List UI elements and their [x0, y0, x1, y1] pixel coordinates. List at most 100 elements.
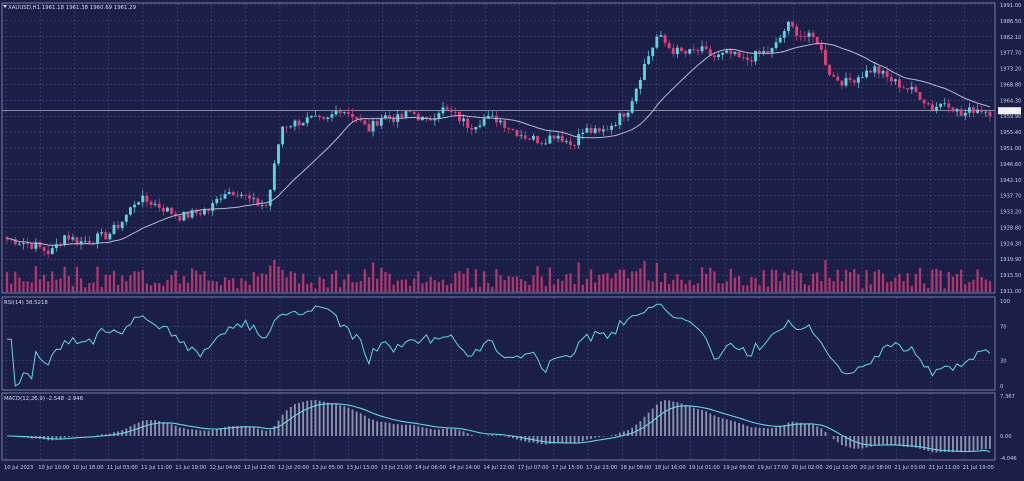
- candle-body: [532, 135, 535, 140]
- candle-body: [704, 46, 708, 50]
- grid-layer: [2, 3, 995, 460]
- candle-body: [141, 195, 145, 203]
- candle-body: [877, 66, 881, 74]
- candle-body: [285, 126, 289, 128]
- candle-body: [75, 237, 79, 245]
- candle-body: [655, 36, 659, 48]
- candle-body: [803, 35, 807, 37]
- moving-average-line: [7, 42, 991, 246]
- candle-body: [54, 244, 58, 249]
- macd-axis-label: 7.367: [1000, 394, 1015, 400]
- candle-body: [277, 144, 280, 164]
- candle-body: [519, 135, 523, 137]
- candle-body: [104, 232, 108, 240]
- panel-frame-2: [1, 392, 996, 461]
- candle-body: [322, 117, 326, 119]
- candle-body: [474, 127, 478, 130]
- candle-body: [593, 128, 597, 133]
- time-axis-label: 14 Jul 14:00: [449, 465, 480, 471]
- candle-body: [338, 111, 342, 113]
- price-axis-label: 1928.80: [1000, 225, 1021, 231]
- main-chart-title: XAUUSD,H1 1961.18 1961.38 1960.69 1961.2…: [8, 5, 137, 11]
- candle-body: [297, 120, 301, 126]
- candle-body: [182, 212, 186, 221]
- candle-body: [211, 203, 215, 211]
- candle-body: [786, 21, 790, 32]
- candle-body: [741, 57, 745, 58]
- candle-body: [762, 51, 766, 53]
- candle-body: [778, 37, 782, 43]
- candle-body: [408, 111, 412, 112]
- candle-body: [124, 214, 128, 222]
- candle-body: [441, 107, 445, 114]
- candle-body: [671, 48, 675, 55]
- price-axis-label: 1946.60: [1000, 162, 1021, 168]
- candle-body: [429, 118, 433, 121]
- candle-body: [861, 77, 864, 78]
- panel-frame-0: [1, 2, 996, 294]
- candle-body: [137, 202, 141, 205]
- candle-body: [585, 128, 589, 133]
- candle-body: [959, 109, 963, 116]
- candle-body: [227, 191, 231, 195]
- rsi-line: [7, 303, 991, 387]
- candle-body: [412, 111, 416, 114]
- candle-body: [523, 135, 527, 139]
- candle-body: [601, 129, 605, 132]
- candle-body: [22, 243, 25, 245]
- rsi-title: RSI(14) 38.5218: [4, 300, 48, 306]
- price-axis-label: 1915.50: [1000, 273, 1021, 279]
- candle-body: [951, 107, 955, 112]
- candle-body: [540, 143, 544, 144]
- candle-body: [486, 115, 490, 119]
- candle-body: [153, 203, 157, 205]
- price-axis-label: 1911.00: [1000, 289, 1021, 295]
- price-axis-label: 1919.90: [1000, 257, 1021, 263]
- candle-body: [758, 50, 762, 53]
- candle-body: [5, 236, 9, 239]
- candle-body: [309, 115, 313, 118]
- candle-body: [334, 111, 338, 115]
- price-axis-label: 1991.00: [1000, 3, 1021, 9]
- candle-body: [680, 47, 683, 51]
- candle-body: [865, 70, 869, 78]
- rsi-axis-label: 30: [1000, 359, 1007, 365]
- candle-body: [828, 64, 831, 75]
- candle-body: [930, 104, 934, 111]
- candle-body: [30, 243, 34, 249]
- candle-body: [379, 118, 383, 126]
- candle-body: [457, 112, 461, 122]
- candle-body: [71, 237, 75, 240]
- candle-body: [548, 135, 552, 144]
- candle-body: [499, 120, 502, 123]
- candle-body: [725, 50, 729, 53]
- candle-body: [967, 107, 971, 113]
- candle-body: [375, 120, 379, 126]
- candle-body: [893, 79, 897, 82]
- candle-body: [355, 117, 359, 120]
- time-axis-label: 21 Jul 11:00: [929, 465, 960, 471]
- candle-body: [692, 49, 696, 51]
- candle-body: [581, 132, 585, 135]
- candle-body: [745, 57, 749, 61]
- candle-body: [318, 115, 322, 118]
- candle-body: [503, 120, 507, 128]
- candle-body: [836, 76, 840, 81]
- candle-body: [626, 112, 630, 117]
- candle-body: [330, 114, 334, 118]
- candle-body: [560, 135, 564, 142]
- time-axis-label: 13 Jul 21:00: [381, 465, 412, 471]
- candle-body: [807, 32, 811, 37]
- rsi-axis-label: 0: [1000, 384, 1003, 390]
- candle-body: [26, 243, 30, 245]
- price-axis-label: 1968.80: [1000, 82, 1021, 88]
- candle-body: [507, 127, 511, 129]
- candle-body: [647, 56, 651, 65]
- candle-body: [885, 70, 889, 77]
- candle-body: [400, 114, 404, 118]
- time-axis-label: 12 Jul 04:00: [209, 465, 240, 471]
- macd-axis-label: -4.046: [1000, 456, 1017, 462]
- time-axis-label: 20 Jul 10:00: [826, 465, 857, 471]
